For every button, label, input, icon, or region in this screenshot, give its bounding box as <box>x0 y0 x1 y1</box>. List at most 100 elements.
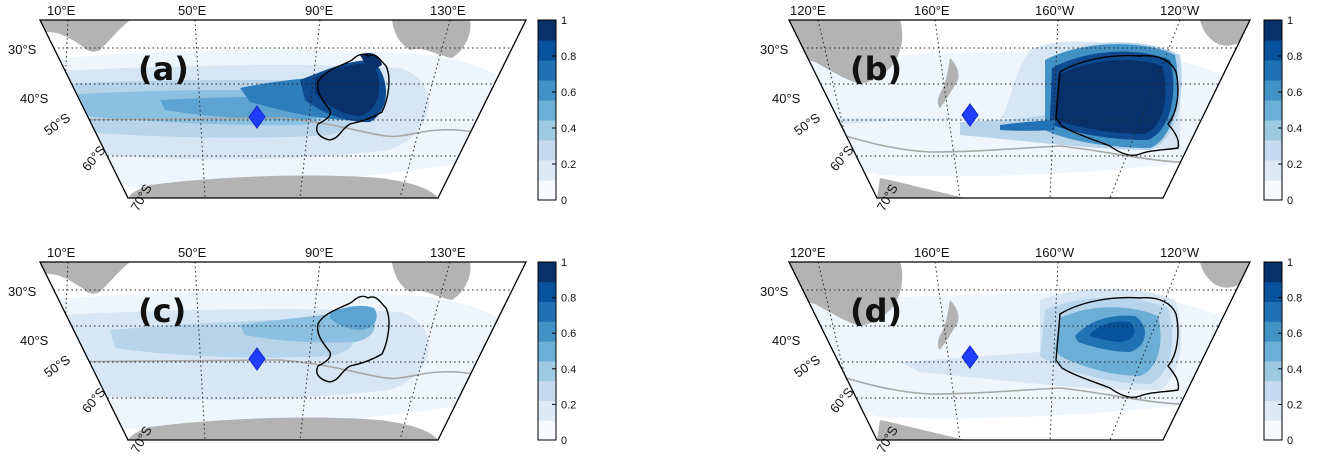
lon-label-90e: 90°E <box>305 245 334 260</box>
diamond-marker-icon <box>248 347 266 371</box>
colorbar-swatch <box>1264 160 1282 181</box>
lat-label-40s: 40°S <box>772 91 801 106</box>
colorbar-swatch <box>538 180 556 201</box>
panel-a: (a) 10°E 50°E 90°E 130°E 30°S 40°S 50°S … <box>8 3 528 214</box>
colorbar-swatch <box>538 40 556 61</box>
colorbar-swatch <box>538 120 556 141</box>
lat-label-30s: 30°S <box>8 42 37 57</box>
polar-front-line <box>40 117 526 144</box>
land-africa <box>40 262 130 294</box>
lon-label-10e: 10°E <box>47 3 76 18</box>
field-level-5 <box>330 305 377 330</box>
landmasses <box>789 262 1250 440</box>
colorbar-swatch <box>1264 140 1282 161</box>
colorbar-swatch <box>538 262 556 283</box>
lat-label-30s: 30°S <box>760 42 789 57</box>
colorbar-tick-label: 0.2 <box>1287 159 1302 171</box>
lon-label-90e: 90°E <box>305 3 334 18</box>
lon-label-130e: 130°E <box>430 245 466 260</box>
colorbar-tick-label: 0.8 <box>561 51 576 63</box>
colorbar-tick-label: 0.8 <box>1287 293 1302 305</box>
land-south-america <box>1200 262 1250 288</box>
map-frame <box>38 19 528 199</box>
lon-label-10e: 10°E <box>47 245 76 260</box>
colorbar-swatch <box>1264 20 1282 41</box>
colorbar-tick-label: 0.8 <box>561 293 576 305</box>
polar-front-line <box>40 359 526 386</box>
land-south-america <box>1200 20 1250 46</box>
land-new-zealand <box>937 300 959 350</box>
colorbar-swatch <box>538 341 556 362</box>
land-australia <box>789 262 903 326</box>
source-region-contour <box>1055 54 1180 156</box>
colorbar-swatch <box>538 420 556 441</box>
colorbar-c: 0 0.2 0.4 0.6 0.8 1 <box>537 257 576 447</box>
panel-label: (c) <box>138 292 186 330</box>
colorbar-tick-label: 0.2 <box>1287 399 1302 411</box>
colorbar-swatch <box>538 400 556 421</box>
source-region-contour <box>1055 296 1180 398</box>
field-level-9 <box>360 52 382 72</box>
field-level-9 <box>1090 321 1135 342</box>
lon-label-120e: 120°E <box>790 245 826 260</box>
map-frame <box>38 261 528 441</box>
lon-label-50e: 50°E <box>178 245 207 260</box>
panel-d: (d) 120°E 160°E 160°W 120°W 30°S 40°S 50… <box>760 245 1252 456</box>
colorbar-swatch <box>538 160 556 181</box>
colorbar-swatch <box>538 301 556 322</box>
lon-label-50e: 50°E <box>178 3 207 18</box>
colorbar-swatch <box>1264 321 1282 342</box>
colorbar-swatch <box>1264 40 1282 61</box>
graticule <box>789 20 1250 198</box>
panel-label: (a) <box>138 50 189 88</box>
colorbar-d: 0 0.2 0.4 0.6 0.8 1 <box>1263 257 1302 447</box>
colorbar-tick-label: 1 <box>561 257 567 269</box>
colorbar-tick-label: 0.4 <box>1287 123 1302 135</box>
land-australia <box>392 20 471 58</box>
lon-label-130e: 130°E <box>430 3 466 18</box>
colorbar-tick-label: 0.6 <box>561 87 576 99</box>
colorbar-tick-label: 0.8 <box>1287 51 1302 63</box>
colorbar-tick-label: 1 <box>1287 15 1293 27</box>
colorbar-swatch <box>1264 400 1282 421</box>
colorbar-tick-label: 0.4 <box>561 123 576 135</box>
colorbar-frame <box>537 261 557 441</box>
lon-label-120w: 120°W <box>1160 245 1200 260</box>
colorbar-swatch <box>1264 100 1282 121</box>
colorbar-swatch <box>1264 360 1282 382</box>
lon-label-160e: 160°E <box>914 3 950 18</box>
colorbar-tick-label: 0.6 <box>1287 87 1302 99</box>
colorbar-swatch <box>538 281 556 303</box>
graticule <box>40 262 526 440</box>
colorbar-swatch <box>1264 180 1282 201</box>
land-new-zealand <box>937 58 959 108</box>
lat-label-30s: 30°S <box>8 284 37 299</box>
lon-label-120e: 120°E <box>790 3 826 18</box>
colorbar-tick-label: 0.4 <box>561 364 576 376</box>
colorbar-tick-label: 0 <box>561 195 567 207</box>
lat-label-40s: 40°S <box>20 333 49 348</box>
field-level-8 <box>315 63 380 116</box>
lon-label-160w: 160°W <box>1035 245 1075 260</box>
field-level-9 <box>1055 60 1166 134</box>
lon-label-160w: 160°W <box>1035 3 1075 18</box>
lat-label-40s: 40°S <box>772 333 801 348</box>
colorbar-frame <box>537 19 557 201</box>
colorbar-tick-label: 0 <box>1287 435 1293 447</box>
colorbar-tick-label: 0.6 <box>561 328 576 340</box>
land-antarctica <box>877 178 965 198</box>
colorbar-swatch <box>538 20 556 41</box>
colorbar-swatch <box>538 100 556 121</box>
land-africa <box>40 20 130 52</box>
land-antarctica <box>128 175 438 198</box>
map-frame <box>787 261 1252 441</box>
lat-label-50s: 50°S <box>791 110 823 139</box>
land-australia <box>789 20 903 84</box>
land-antarctica <box>128 417 438 440</box>
colorbar-swatch <box>538 140 556 161</box>
land-antarctica <box>877 420 965 440</box>
colorbar-tick-label: 1 <box>1287 257 1293 269</box>
lon-label-160e: 160°E <box>914 245 950 260</box>
lat-label-50s: 50°S <box>791 352 823 381</box>
